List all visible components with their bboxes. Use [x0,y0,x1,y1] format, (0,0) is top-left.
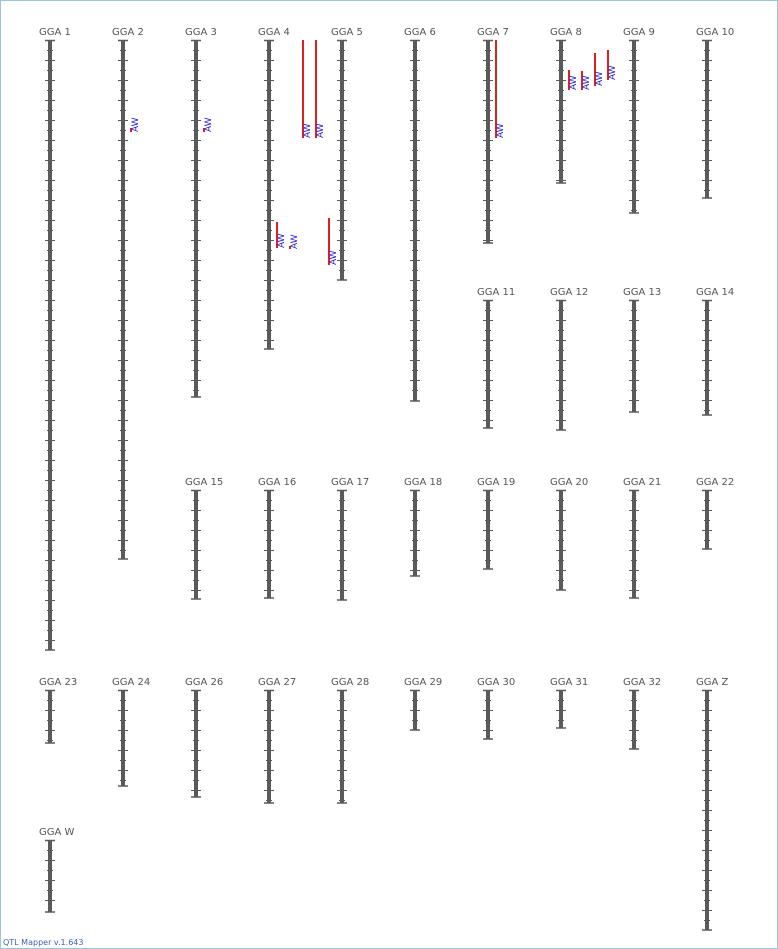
chromosome-bar [632,490,636,598]
chromosome-label: GGA 27 [258,677,296,688]
chromosome-bar [340,690,344,803]
qtl-label: AW [131,117,141,132]
qtl-label: AW [496,123,506,138]
chromosome-bar [340,490,344,600]
chromosome-label: GGA 3 [185,27,217,38]
chromosome-label: GGA W [39,827,75,838]
chromosome-label: GGA 13 [623,287,661,298]
chromosome-label: GGA 8 [550,27,582,38]
qtl-label: AW [277,233,287,248]
qtl-label: AW [290,234,300,249]
chromosome-label: GGA 31 [550,677,588,688]
chromosome-bar [486,490,490,569]
qtl-label: AW [608,65,618,80]
chromosome-label: GGA Z [696,677,729,688]
chromosome-label: GGA 21 [623,477,661,488]
chromosome-bar [705,40,709,198]
chromosome-label: GGA 7 [477,27,509,38]
chromosome-bar [194,40,198,397]
chromosome-bar [559,40,563,183]
chromosome-bar [705,300,709,415]
chromosome-bar [632,690,636,749]
chromosome-bar [267,690,271,803]
chromosome-label: GGA 1 [39,27,71,38]
chromosome-bar [632,300,636,412]
chromosome-label: GGA 24 [112,677,150,688]
chromosome-label: GGA 2 [112,27,144,38]
chromosome-label: GGA 4 [258,27,290,38]
qtl-label: AW [303,123,313,138]
chromosome-label: GGA 29 [404,677,442,688]
chromosome-label: GGA 12 [550,287,588,298]
qtl-label: AW [582,75,592,90]
chromosome-label: GGA 28 [331,677,369,688]
chromosome-bar [705,490,709,549]
qtl-label: AW [595,71,605,86]
qtl-label: AW [569,75,579,90]
chromosome-bar [559,300,563,430]
chromosome-label: GGA 30 [477,677,515,688]
chromosome-label: GGA 11 [477,287,515,298]
chromosome-label: GGA 32 [623,677,661,688]
chromosome-bar [48,840,52,912]
chromosome-bar [559,690,563,728]
chromosome-bar [48,690,52,743]
chromosome-bar [194,490,198,599]
chromosome-bar [267,40,271,349]
chromosome-bar [121,690,125,786]
chromosome-label: GGA 5 [331,27,363,38]
chromosome-label: GGA 16 [258,477,296,488]
chromosome-label: GGA 22 [696,477,734,488]
chromosome-label: GGA 23 [39,677,77,688]
chromosome-bar [632,40,636,213]
chromosome-label: GGA 6 [404,27,436,38]
chromosome-label: GGA 15 [185,477,223,488]
footer: QTL Mapper v.1.643 [3,938,83,947]
chromosome-label: GGA 18 [404,477,442,488]
chromosome-label: GGA 10 [696,27,734,38]
qtl-label: AW [204,117,214,132]
chromosome-bar [413,490,417,576]
chromosome-label: GGA 17 [331,477,369,488]
chromosome-label: GGA 26 [185,677,223,688]
chromosome-label: GGA 19 [477,477,515,488]
qtl-label: AW [316,123,326,138]
chromosome-bar [486,40,490,243]
chromosome-bar [267,490,271,598]
chromosome-bar [194,690,198,797]
chromosome-bar [48,40,52,650]
chromosome-bar [486,300,490,428]
chromosome-label: GGA 20 [550,477,588,488]
chromosome-bar [121,40,125,559]
chromosome-label: GGA 14 [696,287,734,298]
chromosome-label: GGA 9 [623,27,655,38]
chromosome-bar [486,690,490,739]
qtl-label: AW [329,250,339,265]
